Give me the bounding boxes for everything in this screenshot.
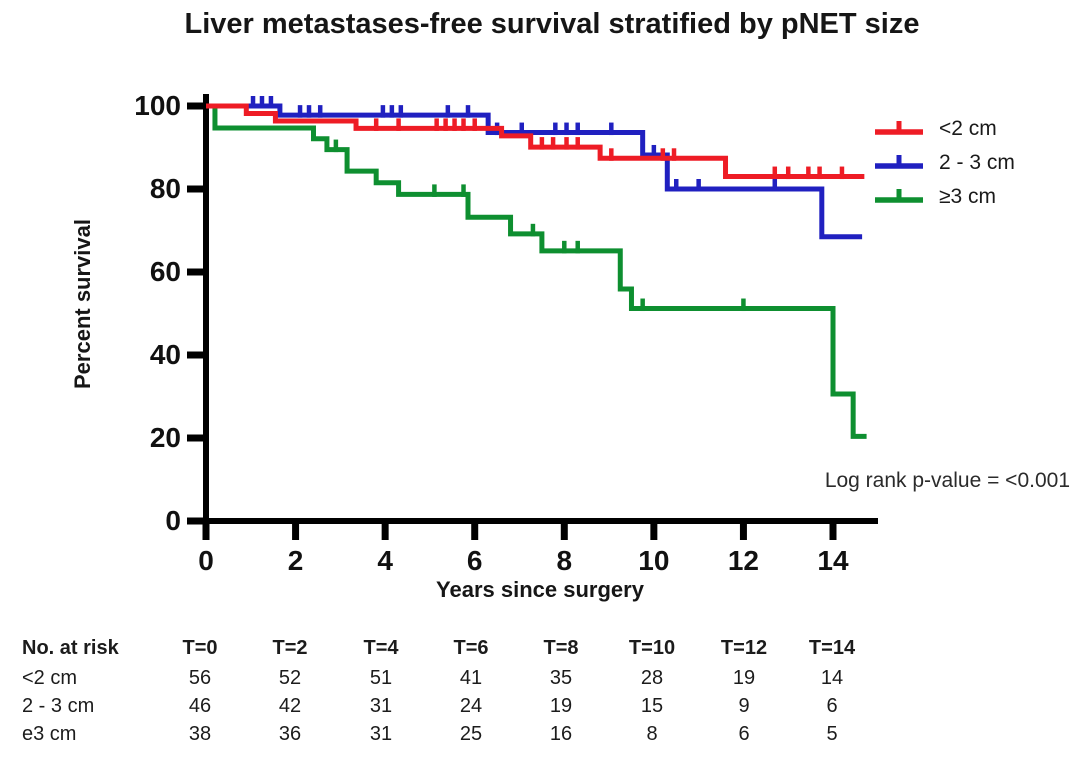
risk-header-cell: T=2 [272, 637, 308, 659]
risk-row-label: 2 - 3 cm [22, 695, 95, 717]
risk-header-cell: T=8 [543, 637, 579, 659]
chart-title: Liver metastases-free survival stratifie… [184, 8, 920, 40]
risk-count-cell: 5 [826, 723, 838, 745]
risk-header-cell: T=6 [453, 637, 489, 659]
y-tick-label: 40 [149, 339, 181, 370]
risk-count-cell: 6 [738, 723, 750, 745]
risk-count-cell: 56 [188, 667, 212, 689]
legend: <2 cm 2 - 3 cm ≥3 cm [872, 112, 1015, 214]
risk-header-cell: T=0 [182, 637, 218, 659]
risk-count-cell: 19 [549, 695, 573, 717]
risk-count-cell: 16 [549, 723, 573, 745]
risk-count-cell: 25 [459, 723, 483, 745]
y-tick-label: 20 [149, 422, 181, 453]
risk-count-cell: 38 [188, 723, 212, 745]
y-tick-label: 60 [149, 256, 181, 287]
x-tick-label: 12 [727, 545, 759, 576]
risk-count-cell: 8 [646, 723, 658, 745]
risk-count-cell: 19 [732, 667, 756, 689]
risk-header-cell: T=12 [720, 637, 768, 659]
legend-label: 2 - 3 cm [939, 151, 1015, 174]
y-tick-label: 100 [134, 90, 181, 121]
x-tick-label: 2 [287, 545, 304, 576]
x-tick-label: 0 [198, 545, 214, 576]
legend-marker-icon [875, 189, 923, 203]
risk-count-cell: 52 [278, 667, 302, 689]
risk-count-cell: 31 [369, 723, 393, 745]
risk-count-cell: 35 [549, 667, 573, 689]
risk-table-title: No. at risk [22, 637, 119, 659]
x-tick-label: 4 [377, 545, 393, 576]
legend-item-3-cm: ≥3 cm [872, 180, 1015, 214]
risk-row-label: e3 cm [22, 723, 77, 745]
legend-item-2-3-cm: 2 - 3 cm [872, 146, 1015, 180]
risk-header-cell: T=4 [363, 637, 399, 659]
risk-count-cell: 46 [188, 695, 212, 717]
risk-count-cell: 41 [459, 667, 483, 689]
risk-count-cell: 36 [278, 723, 302, 745]
risk-count-cell: 51 [369, 667, 393, 689]
km-curve-2-3-cm [206, 103, 863, 240]
legend-marker-icon [875, 121, 923, 135]
risk-count-cell: 42 [278, 695, 302, 717]
y-tick-label: 80 [149, 173, 181, 204]
legend-label: ≥3 cm [939, 185, 997, 208]
legend-item-2-cm: <2 cm [872, 112, 1015, 146]
risk-count-cell: 24 [459, 695, 483, 717]
risk-header-cell: T=10 [628, 637, 676, 659]
km-curve-3-cm [206, 103, 867, 439]
risk-count-cell: 31 [369, 695, 393, 717]
risk-count-cell: 28 [640, 667, 664, 689]
x-tick-label: 6 [466, 545, 483, 576]
risk-row-label: <2 cm [22, 667, 78, 689]
y-tick-label: 0 [165, 505, 181, 536]
risk-count-cell: 14 [820, 667, 844, 689]
risk-header-cell: T=14 [808, 637, 856, 659]
x-tick-label: 8 [556, 545, 573, 576]
x-tick-label: 14 [817, 545, 849, 576]
x-axis-label: Years since surgery [436, 577, 644, 602]
x-tick-label: 10 [638, 545, 670, 576]
legend-label: <2 cm [939, 117, 997, 140]
log-rank-annotation: Log rank p-value = <0.001 [824, 469, 1070, 492]
legend-marker-icon [875, 155, 923, 169]
risk-count-cell: 6 [826, 695, 838, 717]
risk-count-cell: 15 [640, 695, 664, 717]
risk-count-cell: 9 [738, 695, 750, 717]
